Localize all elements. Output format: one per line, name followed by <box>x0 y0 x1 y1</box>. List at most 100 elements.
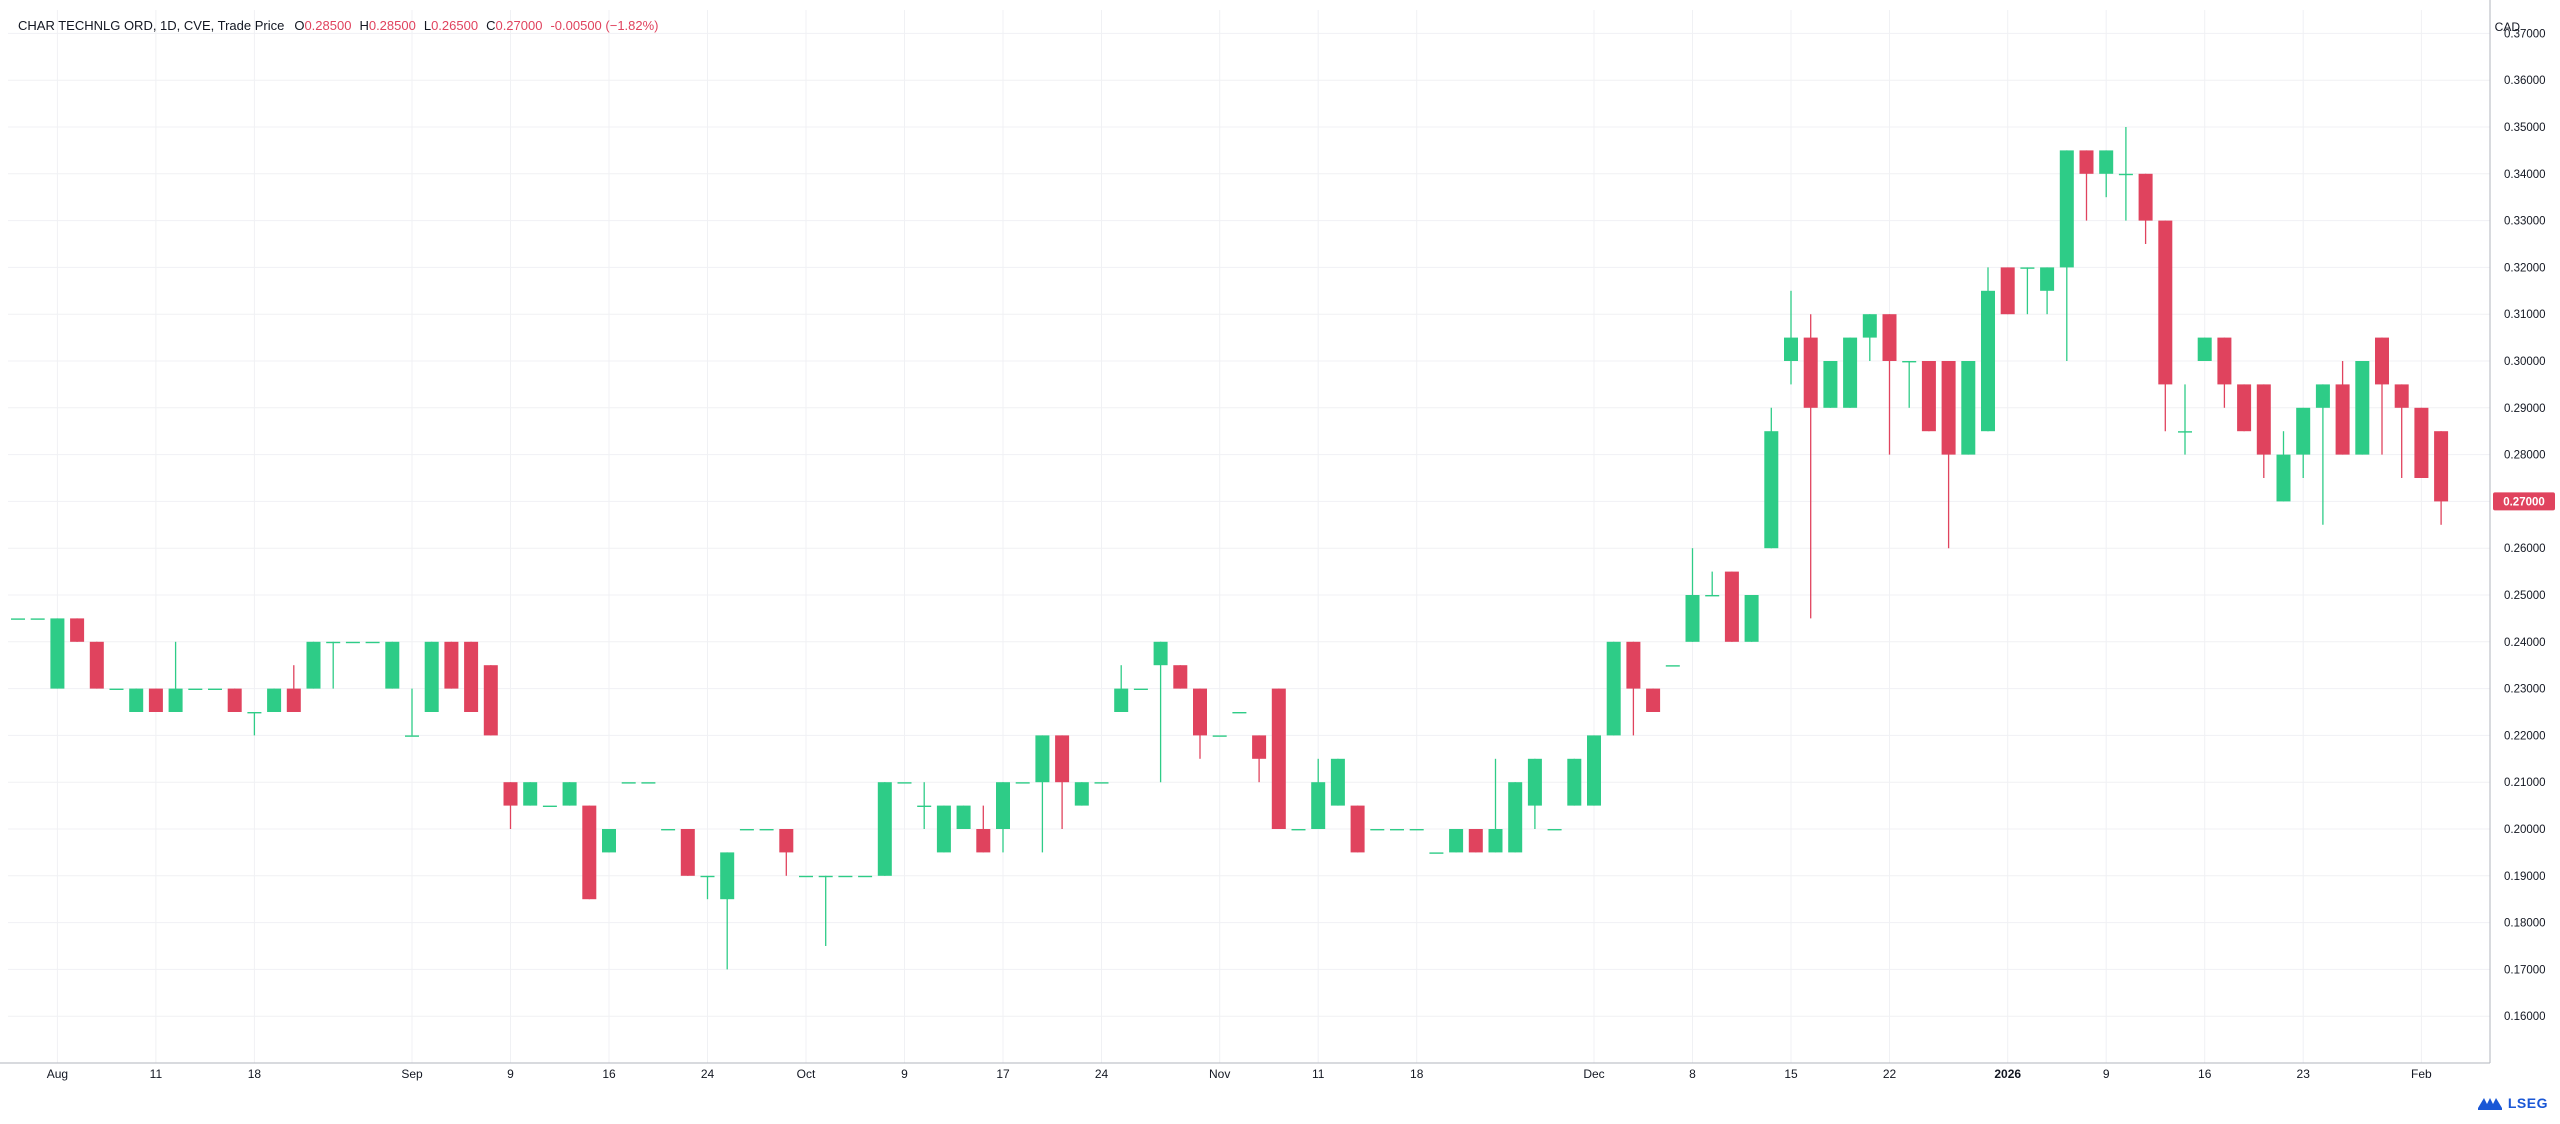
candle <box>936 805 951 853</box>
candle <box>1173 665 1188 689</box>
x-tick-label: Sep <box>401 1067 423 1081</box>
low-label: L <box>423 18 432 33</box>
candle-body <box>2040 267 2055 291</box>
candle <box>1587 735 1601 806</box>
candle-body <box>385 641 400 689</box>
x-tick-label: 18 <box>248 1067 262 1081</box>
candle-body <box>700 875 715 878</box>
candle-body <box>1685 595 1700 642</box>
candle <box>1390 829 1404 831</box>
lseg-logo-text: LSEG <box>2507 1095 2548 1111</box>
candle <box>1823 361 1838 408</box>
y-tick-label: 0.25000 <box>2504 590 2546 602</box>
candle-body <box>1193 688 1207 736</box>
candle-body <box>2138 173 2153 221</box>
candle-body <box>1665 665 1680 667</box>
candle <box>2217 337 2232 408</box>
candle <box>188 688 203 690</box>
candle <box>1449 829 1464 853</box>
candle-body <box>227 688 242 712</box>
candle-body <box>858 875 873 878</box>
x-tick-label: 16 <box>2198 1067 2212 1081</box>
candle <box>30 618 45 620</box>
candle-body <box>1173 665 1188 689</box>
candle <box>2375 337 2389 455</box>
candle <box>1193 688 1207 759</box>
y-tick-label: 0.31000 <box>2504 309 2546 321</box>
y-tick-label: 0.23000 <box>2504 684 2546 696</box>
candle <box>2394 384 2409 478</box>
candle-body <box>1252 735 1267 759</box>
lseg-logo: LSEG <box>2477 1095 2548 1111</box>
high-value: 0.28500 <box>368 18 416 33</box>
candle <box>2178 384 2192 455</box>
candle-body <box>1468 829 1483 853</box>
candle-body <box>1330 758 1345 806</box>
candle <box>2355 361 2370 455</box>
change-value: -0.00500 (−1.82%) <box>550 18 659 33</box>
y-tick-label: 0.36000 <box>2504 75 2546 87</box>
candle <box>2000 267 2015 315</box>
candle <box>286 665 301 712</box>
candle-body <box>641 782 656 784</box>
candle-body <box>1350 805 1365 853</box>
candle <box>168 641 183 712</box>
candle <box>1685 548 1700 642</box>
candle-body <box>2158 220 2173 385</box>
y-tick-label: 0.37000 <box>2504 28 2546 40</box>
x-tick-label: 8 <box>1689 1067 1696 1081</box>
candle-body <box>602 829 616 853</box>
candle <box>11 618 25 620</box>
candle <box>680 829 695 876</box>
x-tick-label: 22 <box>1883 1067 1897 1081</box>
candle <box>1133 688 1148 690</box>
currency-label[interactable]: CAD <box>2494 20 2520 34</box>
candle-body <box>168 688 183 712</box>
y-tick-label: 0.21000 <box>2504 777 2546 789</box>
candle <box>2138 173 2153 244</box>
axes: 0.16000 0.17000 0.18000 0.19000 0.20000 0.210… <box>0 0 2555 1081</box>
candle <box>1862 314 1877 361</box>
candle-body <box>542 805 557 807</box>
candle-body <box>1055 735 1070 783</box>
candle <box>917 782 932 829</box>
candle <box>483 665 498 736</box>
candle <box>1114 665 1129 712</box>
y-tick-label: 0.35000 <box>2504 122 2546 134</box>
candle-body <box>365 641 380 644</box>
candle-body <box>2276 454 2291 502</box>
candle <box>1212 735 1227 737</box>
candle <box>602 829 616 853</box>
y-tick-label: 0.33000 <box>2504 216 2546 228</box>
candle-body <box>247 712 262 714</box>
close-label: C <box>486 18 496 33</box>
candle-body <box>1212 735 1227 737</box>
candle-body <box>188 688 203 690</box>
candle-body <box>2059 150 2074 268</box>
candle-body <box>483 665 498 736</box>
candle <box>542 805 557 807</box>
y-tick-label: 0.26000 <box>2504 543 2546 555</box>
candle <box>2335 361 2350 455</box>
y-tick-label: 0.22000 <box>2504 730 2546 742</box>
x-tick-label: 18 <box>1410 1067 1424 1081</box>
candle-body <box>2335 384 2350 455</box>
candle-body <box>1074 782 1089 806</box>
candle <box>1291 829 1306 831</box>
candle-body <box>917 805 932 807</box>
candle-body <box>424 641 439 712</box>
candle <box>1409 829 1424 831</box>
candle <box>1547 829 1562 831</box>
candle <box>1350 805 1365 853</box>
candle <box>877 782 892 876</box>
candle-body <box>1764 431 1779 549</box>
candle-body <box>1370 829 1385 831</box>
candle <box>2158 220 2173 432</box>
candle-body <box>1724 571 1739 642</box>
candle <box>1035 735 1050 853</box>
candle-body <box>1508 782 1523 853</box>
candle <box>838 875 853 878</box>
candle <box>1646 688 1661 712</box>
